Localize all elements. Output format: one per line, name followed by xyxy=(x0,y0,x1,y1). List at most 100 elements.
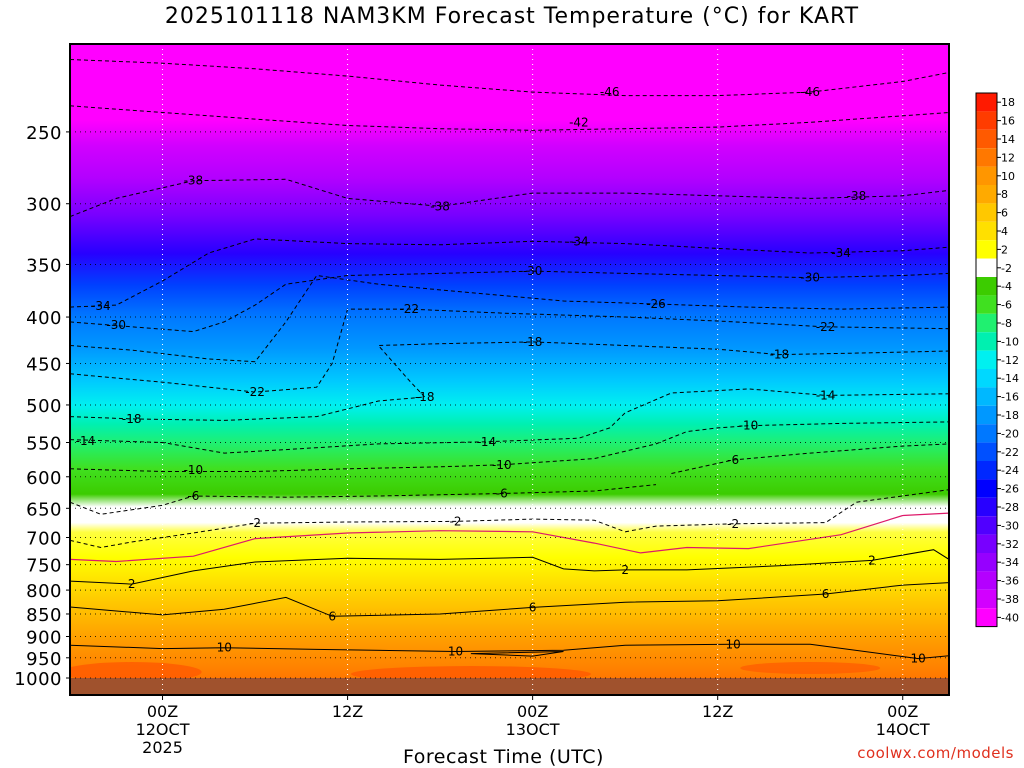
contour-label: -38 xyxy=(184,174,204,188)
colorbar-swatch xyxy=(976,405,997,425)
plot-frame xyxy=(69,43,950,696)
contour-line xyxy=(671,443,949,474)
colorbar-label: -6 xyxy=(1001,299,1012,312)
contour-label: -34 xyxy=(831,246,851,260)
colorbar-swatch xyxy=(976,369,997,388)
colorbar-label: -18 xyxy=(1001,409,1019,422)
contour-label: -46 xyxy=(600,85,620,99)
y-tick-label: 750 xyxy=(26,556,62,577)
colorbar-label: -40 xyxy=(1001,611,1019,624)
x-axis-label: Forecast Time (UTC) xyxy=(403,746,604,768)
y-tick-label: 450 xyxy=(26,354,62,375)
contour-line xyxy=(70,178,949,218)
x-tick-label: 13OCT xyxy=(506,720,560,739)
colorbar-label: 10 xyxy=(1001,170,1015,183)
colorbar-label: 6 xyxy=(1001,207,1008,220)
contour-line xyxy=(70,341,949,421)
colorbar-swatch xyxy=(976,240,997,259)
contour-label: 10 xyxy=(448,645,463,659)
colorbar-label: 4 xyxy=(1001,225,1008,238)
contour-label: 10 xyxy=(725,637,740,651)
colorbar-swatch xyxy=(976,258,997,277)
colorbar-label: 8 xyxy=(1001,188,1008,201)
x-tick-label: 00Z xyxy=(517,702,548,721)
colorbar-swatch xyxy=(976,553,997,572)
contour-label: -18 xyxy=(415,390,435,404)
contour-label: -22 xyxy=(816,320,836,334)
contour-label: -34 xyxy=(91,299,111,313)
contour-line xyxy=(70,308,949,393)
y-tick-label: 1000 xyxy=(14,669,62,690)
colorbar-swatch xyxy=(976,608,997,627)
contour-label: -14 xyxy=(477,435,497,449)
contour-label: -10 xyxy=(184,463,204,477)
contour-label: -30 xyxy=(523,264,543,278)
plot-area: -46 -46-42-38-38-38-34-34-34-30-30 -30-26-… xyxy=(14,43,950,757)
colorbar-label: -34 xyxy=(1001,556,1019,569)
contour-line xyxy=(70,59,949,97)
colorbar-label: -26 xyxy=(1001,483,1019,496)
y-tick-label: 950 xyxy=(26,649,62,670)
x-tick-label: 2025 xyxy=(142,738,183,757)
chart-title: 2025101118 NAM3KM Forecast Temperature (… xyxy=(164,4,860,29)
colorbar-swatch xyxy=(976,589,997,609)
colorbar-label: 16 xyxy=(1001,115,1015,128)
colorbar-swatch xyxy=(976,571,997,590)
contour-line xyxy=(70,270,949,333)
site-credit: coolwx.com/models xyxy=(857,744,1014,762)
contour-line xyxy=(70,582,949,617)
x-tick-label: 12OCT xyxy=(136,720,190,739)
colorbar-label: -24 xyxy=(1001,464,1019,477)
colorbar: 18 16 14 12 10 8 6 4 2 -2 -4 -6 -8 -10 -12 -14 -16 -18 -20… xyxy=(975,92,1019,628)
contour-label: 6 xyxy=(822,587,830,601)
y-tick-label: 300 xyxy=(26,195,62,216)
colorbar-swatch xyxy=(976,332,997,351)
colorbar-label: -28 xyxy=(1001,501,1019,514)
colorbar-swatch xyxy=(976,203,997,222)
warm-pocket xyxy=(70,662,202,683)
colorbar-swatch xyxy=(976,129,997,149)
contour-label: -34 xyxy=(569,234,589,248)
contour-line xyxy=(70,484,657,515)
colorbar-swatch xyxy=(976,461,997,480)
contour-line xyxy=(70,388,949,454)
contour-label: -14 xyxy=(816,388,836,402)
x-tick-label: 00Z xyxy=(887,702,918,721)
contour-label: -22 xyxy=(245,385,265,399)
contour-label: -6 xyxy=(187,489,199,503)
warm-pocket xyxy=(740,662,881,675)
colorbar-swatch xyxy=(976,185,997,204)
contour-label: 10 xyxy=(217,641,232,655)
contour-label: 2 xyxy=(868,553,876,567)
contour-line xyxy=(70,421,949,472)
contour-label: -2 xyxy=(249,516,261,530)
contour-label: -6 xyxy=(496,486,508,500)
colorbar-label: 2 xyxy=(1001,243,1008,256)
colorbar-swatch xyxy=(976,295,997,314)
x-tick-label: 12Z xyxy=(332,702,363,721)
contour-label: -6 xyxy=(727,453,739,467)
contour-label: 6 xyxy=(328,609,336,623)
contour-label: -18 xyxy=(122,412,142,426)
contour-layer: -46 -46-42-38-38-38-34-34-34-30-30 -30-26-… xyxy=(70,59,949,666)
contour-label: -38 xyxy=(847,189,867,203)
colorbar-swatch xyxy=(976,221,997,241)
y-tick-label: 550 xyxy=(26,433,62,454)
colorbar-label: -10 xyxy=(1001,335,1019,348)
colorbar-swatch xyxy=(976,166,997,185)
y-tick-label: 700 xyxy=(26,528,62,549)
colorbar-swatch xyxy=(976,93,997,112)
contour-label: -14 xyxy=(76,434,96,448)
colorbar-swatch xyxy=(976,350,997,369)
colorbar-label: 18 xyxy=(1001,96,1015,109)
temperature-field xyxy=(70,44,949,683)
contour-label: -2 xyxy=(727,517,739,531)
colorbar-label: -12 xyxy=(1001,354,1019,367)
ground-surface xyxy=(70,678,949,695)
colorbar-label: -4 xyxy=(1001,280,1012,293)
colorbar-label: 12 xyxy=(1001,151,1015,164)
contour-label: -18 xyxy=(770,348,790,362)
colorbar-swatch xyxy=(976,442,997,461)
colorbar-swatch xyxy=(976,497,997,517)
